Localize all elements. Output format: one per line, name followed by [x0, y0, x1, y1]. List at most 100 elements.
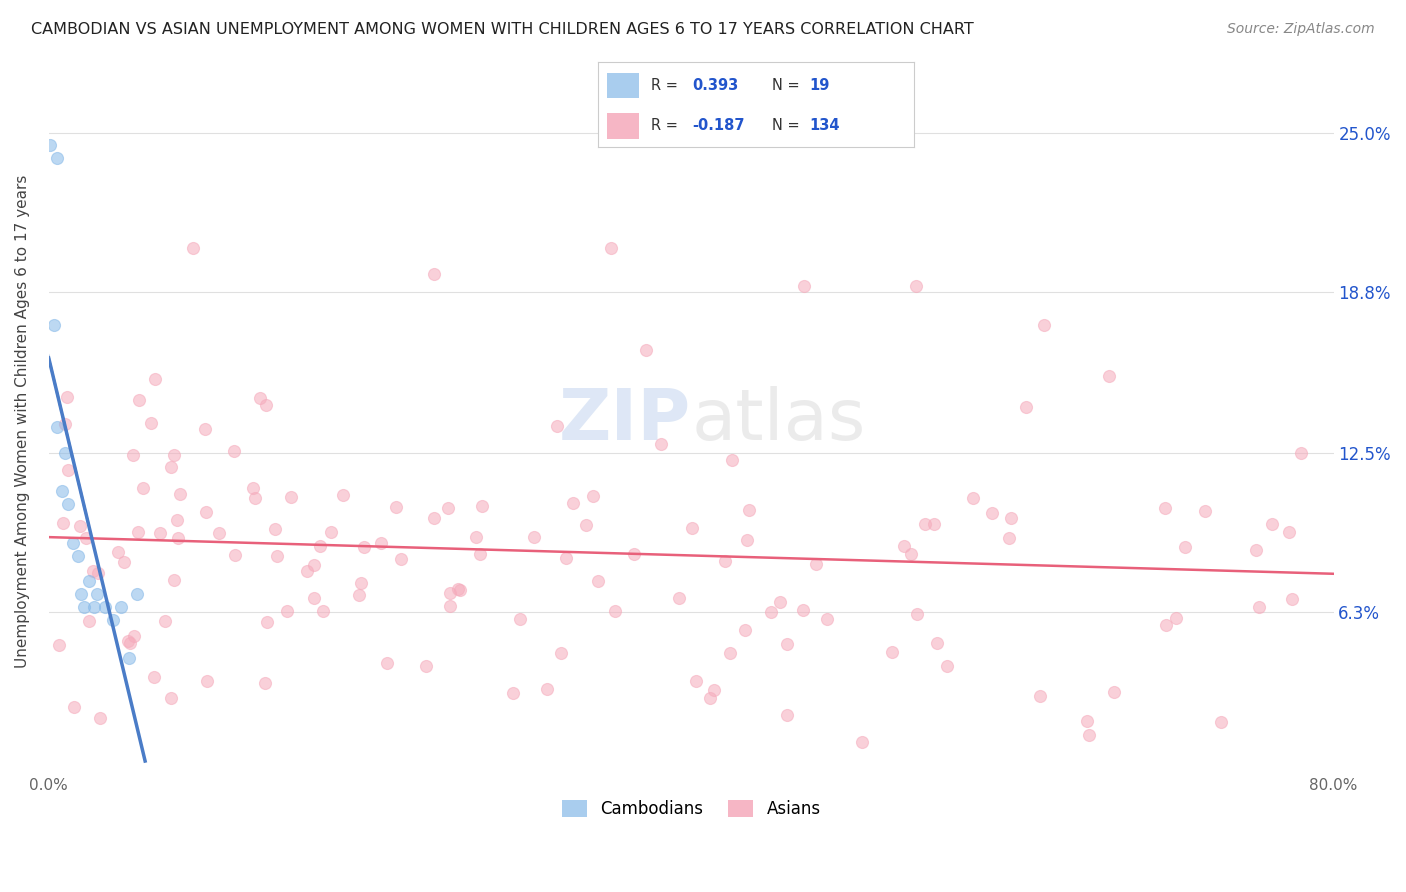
Point: [195, 673, 218, 688]
Point: [128, 392, 150, 407]
Point: [101, 613, 124, 627]
Point: [439, 585, 461, 599]
Point: [880, 645, 903, 659]
Point: [118, 636, 141, 650]
Point: [62, 535, 84, 549]
Y-axis label: Unemployment Among Women with Children Ages 6 to 17 years: Unemployment Among Women with Children A…: [15, 174, 30, 668]
Point: [738, 503, 761, 517]
Point: [45, 151, 67, 165]
Point: [125, 587, 148, 601]
Point: [56, 390, 79, 404]
Point: [302, 558, 325, 573]
Point: [1278, 524, 1301, 539]
Point: [927, 636, 949, 650]
Text: N =: N =: [772, 119, 804, 134]
Text: ZIP: ZIP: [558, 386, 692, 456]
Point: [169, 487, 191, 501]
Point: [1247, 600, 1270, 615]
Point: [276, 604, 298, 618]
Point: [69, 518, 91, 533]
Point: [117, 633, 139, 648]
Point: [555, 550, 578, 565]
Point: [143, 670, 166, 684]
Point: [264, 522, 287, 536]
Point: [39, 138, 62, 153]
Point: [1244, 543, 1267, 558]
Point: [385, 500, 408, 515]
Point: [245, 491, 267, 505]
Point: [437, 500, 460, 515]
Point: [735, 533, 758, 548]
Point: [127, 524, 149, 539]
Point: [297, 565, 319, 579]
Point: [110, 599, 132, 614]
Point: [53, 417, 76, 431]
Point: [162, 574, 184, 588]
Point: [721, 453, 744, 467]
Point: [536, 681, 558, 696]
Point: [332, 488, 354, 502]
Text: 19: 19: [810, 78, 830, 93]
Point: [253, 676, 276, 690]
Point: [851, 734, 873, 748]
Point: [599, 241, 621, 255]
Point: [449, 583, 471, 598]
Point: [603, 604, 626, 618]
Point: [714, 554, 737, 568]
Point: [468, 547, 491, 561]
Point: [681, 521, 703, 535]
Point: [523, 530, 546, 544]
Point: [1209, 715, 1232, 730]
Point: [1154, 618, 1177, 632]
Point: [42, 318, 65, 332]
Point: [52, 516, 75, 530]
Point: [143, 372, 166, 386]
Point: [502, 686, 524, 700]
Point: [181, 241, 204, 255]
Point: [718, 647, 741, 661]
Point: [1015, 400, 1038, 414]
Point: [904, 279, 927, 293]
Point: [471, 500, 494, 514]
Point: [893, 539, 915, 553]
Point: [1154, 500, 1177, 515]
Point: [792, 603, 814, 617]
Bar: [607, 72, 638, 98]
Point: [703, 682, 725, 697]
Point: [94, 599, 117, 614]
Point: [56, 463, 79, 477]
Point: [107, 545, 129, 559]
Point: [77, 574, 100, 589]
Point: [124, 629, 146, 643]
Text: R =: R =: [651, 78, 683, 93]
Point: [588, 574, 610, 588]
Text: Source: ZipAtlas.com: Source: ZipAtlas.com: [1227, 22, 1375, 37]
Point: [139, 416, 162, 430]
Point: [1281, 591, 1303, 606]
Point: [623, 547, 645, 561]
Point: [415, 658, 437, 673]
Point: [256, 615, 278, 629]
Point: [309, 539, 332, 553]
Text: CAMBODIAN VS ASIAN UNEMPLOYMENT AMONG WOMEN WITH CHILDREN AGES 6 TO 17 YEARS COR: CAMBODIAN VS ASIAN UNEMPLOYMENT AMONG WO…: [31, 22, 974, 37]
Text: 134: 134: [810, 119, 839, 134]
Text: 0.393: 0.393: [692, 78, 738, 93]
Point: [668, 591, 690, 605]
Point: [561, 496, 583, 510]
Point: [350, 575, 373, 590]
Point: [304, 591, 326, 606]
Point: [114, 555, 136, 569]
Point: [1174, 540, 1197, 554]
Point: [118, 651, 141, 665]
Point: [86, 587, 108, 601]
Point: [439, 599, 461, 613]
Point: [166, 531, 188, 545]
Legend: Cambodians, Asians: Cambodians, Asians: [555, 794, 827, 825]
Point: [83, 599, 105, 614]
Text: atlas: atlas: [692, 386, 866, 456]
Point: [195, 505, 218, 519]
Point: [75, 531, 97, 545]
Point: [650, 437, 672, 451]
Point: [73, 599, 96, 614]
Point: [776, 707, 799, 722]
